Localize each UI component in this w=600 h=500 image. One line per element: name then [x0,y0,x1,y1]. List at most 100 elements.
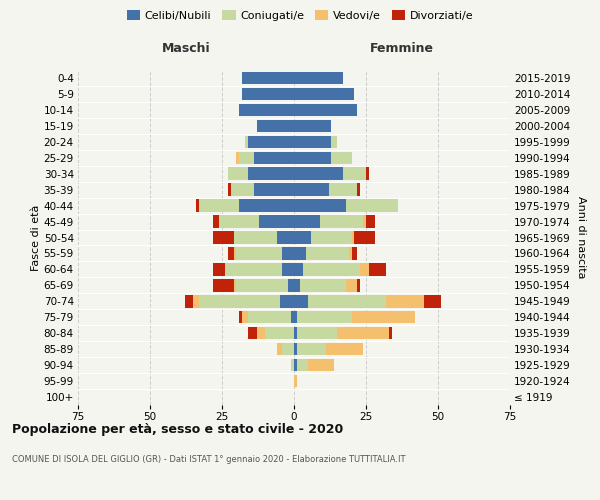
Bar [386,295,424,308]
Bar [346,279,358,291]
Bar [297,327,337,340]
Bar [305,247,349,260]
Bar [358,184,360,196]
Bar [294,104,358,116]
Bar [346,200,398,212]
Bar [326,343,363,355]
Bar [329,184,358,196]
Bar [294,120,331,132]
Bar [352,247,358,260]
Bar [259,216,294,228]
Bar [291,311,294,324]
Bar [242,311,248,324]
Bar [236,247,283,260]
Bar [236,279,288,291]
Bar [300,279,346,291]
Bar [248,136,294,148]
Bar [277,343,283,355]
Bar [369,263,386,276]
Bar [294,279,300,291]
Bar [297,311,352,324]
Bar [233,247,236,260]
Bar [242,88,294,100]
Bar [257,327,265,340]
Bar [311,232,352,243]
Bar [308,295,386,308]
Text: Femmine: Femmine [370,42,434,55]
Bar [193,295,199,308]
Bar [291,359,294,372]
Bar [294,200,346,212]
Bar [337,327,389,340]
Bar [239,311,242,324]
Bar [352,311,415,324]
Bar [283,263,294,276]
Bar [265,327,294,340]
Bar [254,184,294,196]
Bar [294,136,331,148]
Bar [308,359,334,372]
Bar [225,263,283,276]
Bar [196,200,199,212]
Bar [288,279,294,291]
Bar [242,72,294,84]
Bar [239,200,294,212]
Bar [294,311,297,324]
Bar [320,216,363,228]
Bar [199,200,239,212]
Bar [294,152,331,164]
Bar [185,295,193,308]
Bar [239,152,254,164]
Bar [230,184,254,196]
Bar [424,295,441,308]
Y-axis label: Anni di nascita: Anni di nascita [577,196,586,279]
Bar [331,136,337,148]
Bar [389,327,392,340]
Bar [280,295,294,308]
Bar [294,327,297,340]
Bar [233,279,236,291]
Text: Maschi: Maschi [161,42,211,55]
Bar [248,311,291,324]
Bar [214,263,225,276]
Bar [294,216,320,228]
Bar [349,247,352,260]
Bar [294,295,308,308]
Bar [236,152,239,164]
Bar [214,232,233,243]
Bar [214,216,219,228]
Bar [294,343,297,355]
Legend: Celibi/Nubili, Coniugati/e, Vedovi/e, Divorziati/e: Celibi/Nubili, Coniugati/e, Vedovi/e, Di… [122,6,478,25]
Bar [294,375,297,388]
Bar [355,232,374,243]
Bar [294,168,343,180]
Bar [294,72,343,84]
Bar [302,263,360,276]
Bar [297,359,308,372]
Bar [219,216,259,228]
Bar [228,247,233,260]
Y-axis label: Fasce di età: Fasce di età [31,204,41,270]
Bar [294,263,302,276]
Bar [294,88,355,100]
Bar [248,168,294,180]
Text: COMUNE DI ISOLA DEL GIGLIO (GR) - Dati ISTAT 1° gennaio 2020 - Elaborazione TUTT: COMUNE DI ISOLA DEL GIGLIO (GR) - Dati I… [12,455,406,464]
Bar [294,247,305,260]
Bar [294,184,329,196]
Bar [294,232,311,243]
Bar [297,343,326,355]
Bar [257,120,294,132]
Bar [343,168,366,180]
Bar [214,279,233,291]
Bar [294,359,297,372]
Bar [360,263,369,276]
Bar [366,216,374,228]
Bar [283,247,294,260]
Bar [366,168,369,180]
Bar [331,152,352,164]
Bar [248,327,257,340]
Bar [245,136,248,148]
Bar [363,216,366,228]
Text: Popolazione per età, sesso e stato civile - 2020: Popolazione per età, sesso e stato civil… [12,422,343,436]
Bar [277,232,294,243]
